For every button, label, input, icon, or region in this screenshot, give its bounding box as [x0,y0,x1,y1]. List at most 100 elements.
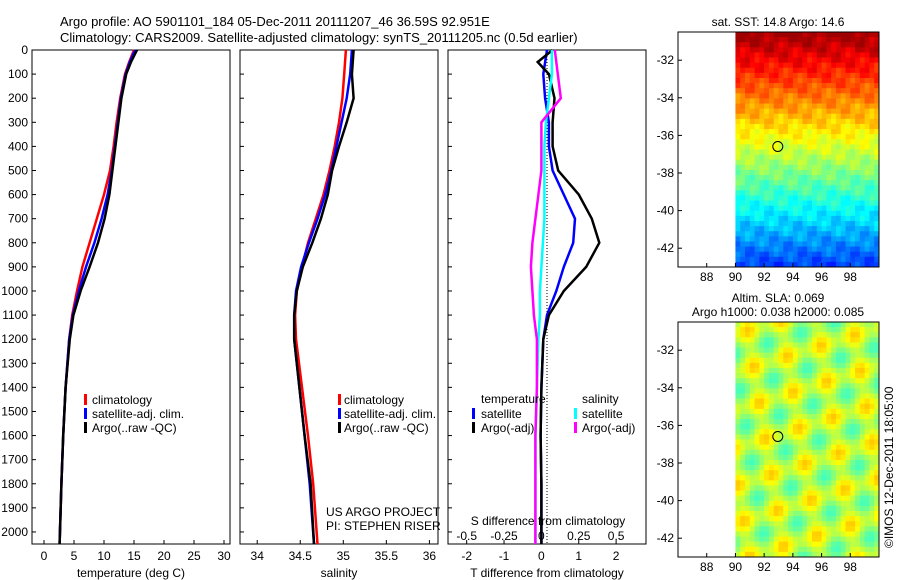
heatmap-cell [783,337,789,343]
heatmap-cell [855,123,861,130]
heatmap-cell [835,480,842,486]
heatmap-cell [745,32,751,38]
heatmap-cell [812,52,818,58]
heatmap-cell [792,444,799,451]
heatmap-cell [773,246,779,253]
heatmap-cell [840,419,846,425]
heatmap-cell [845,480,851,486]
x-tick-label: 35.5 [375,549,399,563]
heatmap-cell [797,408,803,415]
heatmap-cell [764,246,770,253]
heatmap-cell [831,373,837,379]
heatmap-cell [735,362,741,369]
heatmap-cell [821,159,827,166]
heatmap-cell [850,367,856,374]
heatmap-cell [840,367,846,374]
heatmap-cell [855,164,861,171]
heatmap-cell [764,139,770,145]
heatmap-cell [807,57,813,64]
heatmap-cell [778,465,784,471]
heatmap-cell [859,337,866,343]
heatmap-cell [778,383,784,389]
heatmap-cell [826,139,832,145]
heatmap-cell [864,32,870,38]
heatmap-cell [792,541,799,548]
heatmap-cell [773,454,779,461]
heatmap-cell [869,134,875,140]
heatmap-cell [826,511,832,517]
heatmap-cell [864,459,870,466]
heatmap-cell [850,118,856,125]
heatmap-cell [740,424,746,430]
heatmap-cell [859,144,866,150]
heatmap-cell [773,57,779,64]
heatmap-cell [792,221,799,227]
heatmap-cell [797,403,803,410]
heatmap-cell [783,57,789,64]
heatmap-cell [826,526,832,532]
heatmap-cell [845,419,851,425]
heatmap-cell [835,505,842,512]
sla-map-title-line-2: Argo h1000: 0.038 h2000: 0.085 [692,305,864,319]
heatmap-cell [831,424,837,430]
heatmap-cell [855,378,861,384]
heatmap-cell [859,439,866,446]
heatmap-cell [816,480,822,486]
heatmap-cell [749,185,755,191]
heatmap-cell [778,367,784,374]
heatmap-cell [759,144,765,150]
heatmap-cell [754,190,760,196]
heatmap-cell [768,205,775,212]
heatmap-cell [788,118,794,125]
heatmap-cell [745,342,751,348]
heatmap-cell [802,118,808,125]
heatmap-cell [855,190,861,196]
heatmap-cell [812,103,818,110]
series-line-salinity-argo-adj- [529,49,563,544]
heatmap-cell [754,490,760,497]
heatmap-cell [835,367,842,374]
heatmap-cell [845,449,851,456]
legend-label-temp-satellite: satellite [481,407,522,421]
heatmap-cell [735,403,741,410]
heatmap-cell [749,210,755,217]
heatmap-cell [835,551,842,558]
heatmap-cell [735,398,741,405]
heatmap-cell [740,347,746,354]
heatmap-cell [802,408,808,415]
heatmap-cell [850,159,856,166]
heatmap-cell [754,164,760,171]
heatmap-cell [754,500,760,507]
heatmap-cell [855,383,861,389]
heatmap-cell [788,32,794,38]
heatmap-cell [773,480,779,486]
heatmap-cell [812,159,818,166]
heatmap-cell [745,139,751,145]
heatmap-cell [792,551,799,558]
heatmap-cell [840,500,846,507]
heatmap-cell [845,98,851,104]
heatmap-cell [869,164,875,171]
heatmap-cell [845,337,851,343]
heatmap-cell [821,429,827,435]
heatmap-cell [831,347,837,354]
heatmap-cell [826,413,832,420]
heatmap-cell [850,93,856,99]
heatmap-cell [740,470,746,476]
heatmap-cell [802,383,808,389]
heatmap-cell [835,373,842,379]
heatmap-cell [821,511,827,517]
heatmap-cell [764,413,770,420]
heatmap-cell [778,485,784,491]
heatmap-cell [816,337,822,343]
heatmap-cell [874,444,880,451]
heatmap-cell [749,424,755,430]
heatmap-cell [864,373,870,379]
heatmap-cell [874,459,880,466]
heatmap-cell [826,454,832,461]
heatmap-cell [802,444,808,451]
heatmap-cell [869,123,875,130]
heatmap-cell [826,449,832,456]
heatmap-cell [773,205,779,212]
heatmap-cell [778,332,784,338]
